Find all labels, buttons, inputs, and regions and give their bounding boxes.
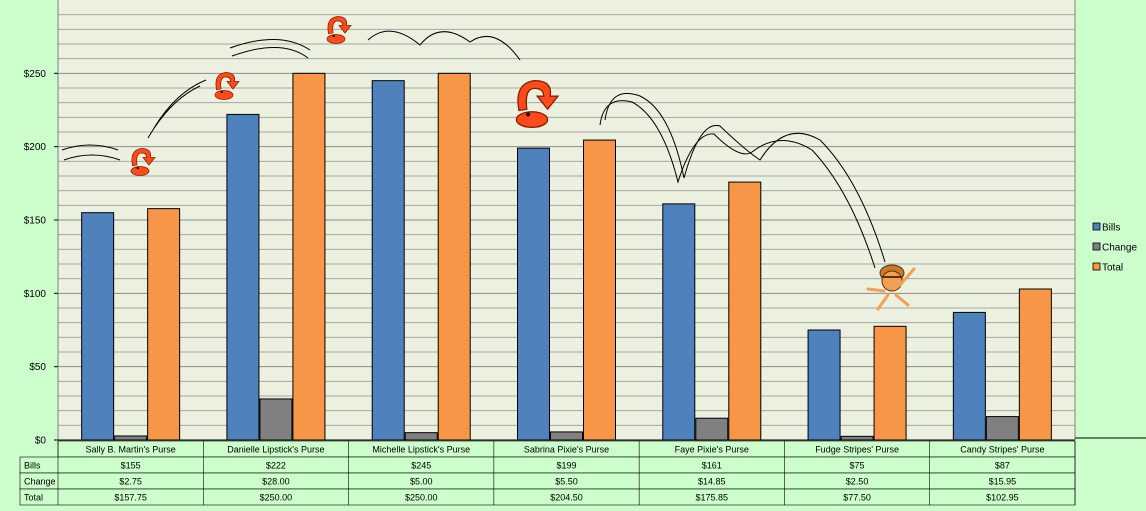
motion-trail [604,92,886,263]
creature-feet [515,111,549,129]
creature-body [131,148,156,167]
bar-total [1018,288,1052,441]
bar-bills [81,212,115,441]
creature-eye [526,112,531,117]
creature-eye [136,166,139,170]
table-row-label-bills: Bills [24,461,41,471]
bar-change [840,435,874,441]
table-cell-bills: $199 [556,461,576,471]
bar-change [114,435,148,441]
table-cell-bills: $75 [850,461,865,471]
creature-body [327,16,352,35]
legend-swatch-total [1092,262,1101,271]
table-category-label: Sally B. Martin's Purse [86,445,176,455]
table-cell-total: $250.00 [260,493,293,503]
legend-label-change: Change [1102,243,1137,254]
decorations [61,16,916,311]
table-cell-bills: $245 [411,461,431,471]
y-tick-label: $50 [29,362,46,373]
table-cell-change: $15.95 [989,477,1017,487]
creature-eye [220,90,223,94]
creature-feet [130,166,150,176]
table-row-label-total: Total [24,493,43,503]
table-cell-change: $5.00 [410,477,433,487]
motion-trail [229,39,311,59]
table-cell-total: $77.50 [843,493,871,503]
table-category-label: Faye Pixie's Purse [675,445,749,455]
bar-change [404,432,438,441]
y-tick-label: $250 [24,69,47,80]
creature-feet [326,34,346,44]
creature-body [215,72,240,91]
table-data-row [19,472,1076,490]
bar-change [985,416,1019,441]
table-cell-change: $2.75 [119,477,142,487]
table-category-label: Michelle Lipstick's Purse [372,445,470,455]
table-cell-bills: $161 [702,461,722,471]
table-category-label: Danielle Lipstick's Purse [227,445,324,455]
creature-body [517,79,560,112]
bar-change [550,431,583,441]
table-data-row [19,456,1076,474]
y-tick-label: $200 [24,142,47,153]
runner-limbs [866,267,916,311]
bar-bills [371,80,405,441]
creature-icon [326,16,352,44]
table-category-label: Candy Stripes' Purse [960,445,1044,455]
creature-eye [332,34,335,38]
runner-head [881,270,903,292]
table-cell-total: $157.75 [114,493,147,503]
creature-icon [214,72,240,100]
plot-area: $0 $50 $100 $150 $200 $250 [24,0,1146,447]
legend: Bills Change Total [1092,222,1137,274]
bar-total [583,139,616,441]
data-table: Sally B. Martin's Purse Danielle Lipstick… [19,440,1076,506]
creature-icon [515,79,560,129]
motion-trail [147,79,207,139]
y-tick-label: $0 [35,436,47,447]
bar-bills [662,203,696,441]
table-cell-change: $2.50 [846,477,869,487]
legend-label-bills: Bills [1102,223,1120,234]
motion-trail [61,144,121,161]
table-cell-change: $28.00 [262,477,290,487]
creature-feet [214,90,234,100]
table-cell-change: $5.50 [555,477,578,487]
bar-total [728,181,762,441]
table-cell-bills: $87 [995,461,1010,471]
legend-swatch-bills [1092,222,1101,231]
y-tick-label: $100 [24,289,47,300]
bar-total [147,208,181,441]
bar-bills [226,113,260,441]
table-cell-total: $250.00 [405,493,438,503]
bar-total [873,325,907,441]
table-cell-total: $175.85 [696,493,729,503]
creature-icon [130,148,156,176]
runner-icon [866,264,916,311]
table-cell-bills: $222 [266,461,286,471]
bar-bills [952,311,986,441]
motion-trail [599,100,876,269]
bar-total [292,72,326,441]
bar-bills [807,329,841,441]
bar-bills [517,147,550,441]
legend-swatch-change [1092,242,1101,251]
bar-change [695,417,729,441]
bar-total [437,72,471,441]
legend-label-total: Total [1102,263,1123,274]
table-cell-total: $204.50 [550,493,583,503]
y-tick-label: $150 [24,216,47,227]
table-data-row [19,488,1076,506]
table-cell-total: $102.95 [986,493,1019,503]
table-cell-bills: $155 [121,461,141,471]
bar-change [259,398,293,441]
motion-trail [367,30,521,61]
table-category-label: Fudge Stripes' Purse [815,445,899,455]
table-row-label-change: Change [24,477,56,487]
table-category-label: Sabrina Pixie's Purse [524,445,609,455]
table-cell-change: $14.85 [698,477,726,487]
